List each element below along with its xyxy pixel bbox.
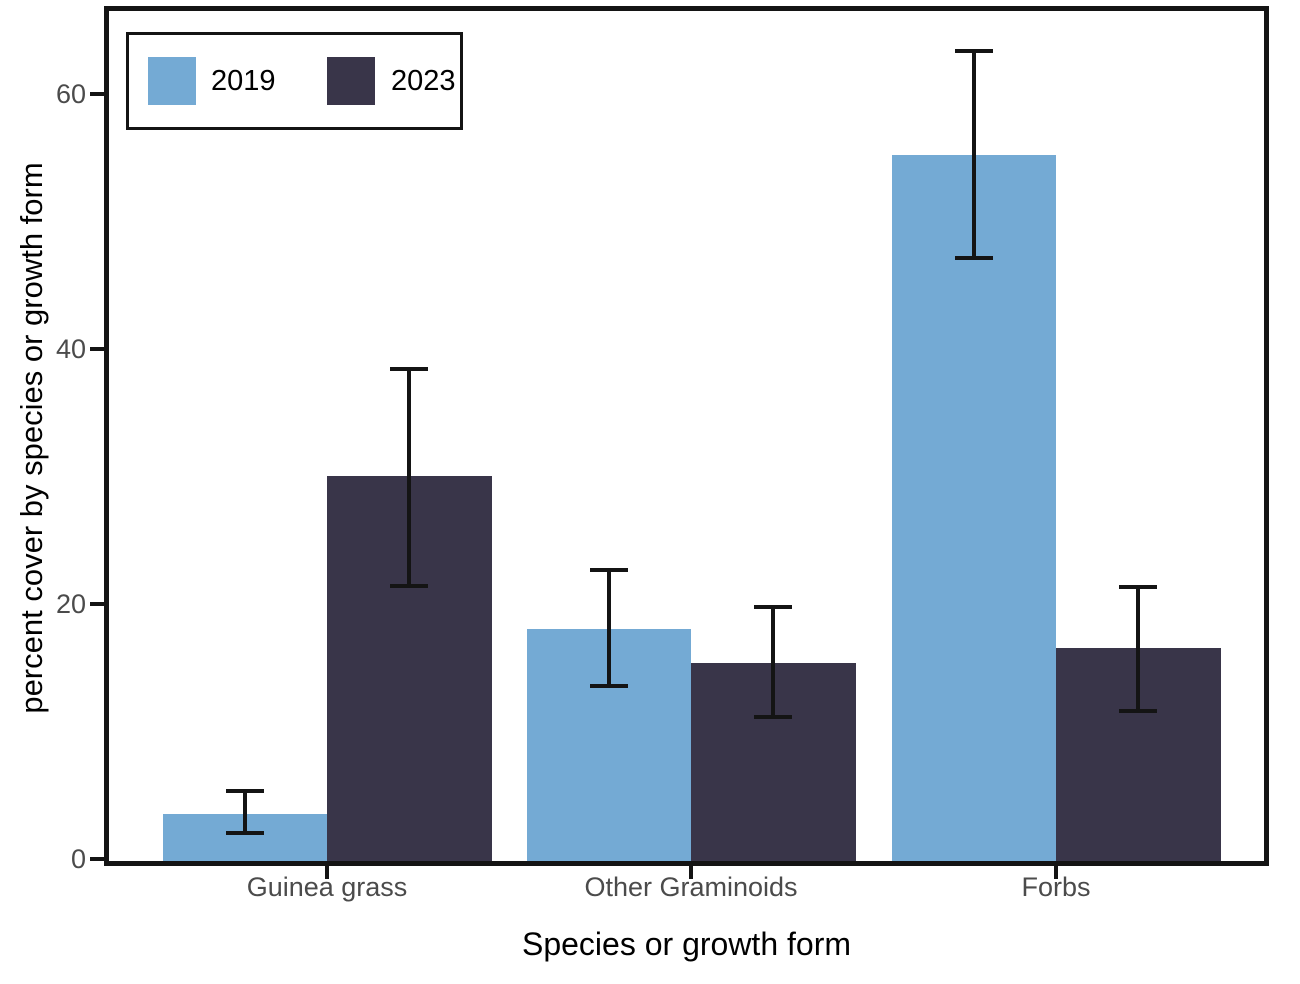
x-axis-title: Species or growth form (521, 926, 851, 962)
errorbar-2019-other-graminoids-cap-top (589, 568, 628, 573)
errorbar-2023-guinea-grass-cap-top (390, 366, 429, 371)
legend-swatch-2019 (148, 57, 196, 105)
errorbar-2023-other-graminoids-cap-bottom (754, 714, 793, 719)
errorbar-2019-forbs-cap-top (954, 49, 993, 54)
errorbar-2019-forbs-line (971, 51, 976, 258)
errorbar-2023-other-graminoids-line (771, 607, 776, 717)
y-tick-40 (90, 346, 104, 351)
x-tick-label-forbs: Forbs (1021, 872, 1091, 902)
errorbar-2023-guinea-grass-line (407, 368, 412, 586)
y-tick-20 (90, 601, 104, 606)
errorbar-2019-other-graminoids-line (606, 570, 611, 687)
legend-label-2019: 2019 (211, 64, 276, 97)
errorbar-2019-guinea-grass-cap-bottom (225, 831, 264, 835)
errorbar-2019-guinea-grass-cap-top (225, 788, 264, 793)
errorbar-2019-guinea-grass-line (242, 790, 247, 833)
y-tick-label-0: 0 (70, 843, 86, 874)
legend-swatch-2023 (327, 57, 375, 105)
errorbar-2023-forbs-cap-bottom (1119, 708, 1158, 713)
y-tick-60 (90, 91, 104, 96)
errorbar-2023-guinea-grass-cap-bottom (390, 583, 429, 588)
y-tick-0 (90, 856, 104, 861)
y-tick-label-60: 60 (55, 78, 86, 109)
x-tick-other-graminoids (689, 866, 693, 879)
legend-label-2023: 2023 (391, 64, 456, 97)
errorbar-2019-other-graminoids-cap-bottom (589, 684, 628, 689)
y-tick-label-20: 20 (55, 588, 86, 619)
errorbar-2019-forbs-cap-bottom (954, 255, 993, 260)
x-tick-label-other-graminoids: Other Graminoids (584, 872, 798, 902)
x-tick-guinea-grass (325, 866, 329, 879)
errorbar-2023-other-graminoids-cap-top (754, 605, 793, 610)
y-tick-label-40: 40 (55, 333, 86, 364)
bar-2019-forbs (891, 154, 1056, 861)
x-tick-label-guinea-grass: Guinea grass (246, 872, 408, 902)
errorbar-2023-forbs-cap-top (1119, 584, 1158, 589)
errorbar-2023-forbs-line (1136, 586, 1141, 711)
x-tick-forbs (1054, 866, 1058, 879)
legend: 2019 2023 (126, 32, 463, 130)
